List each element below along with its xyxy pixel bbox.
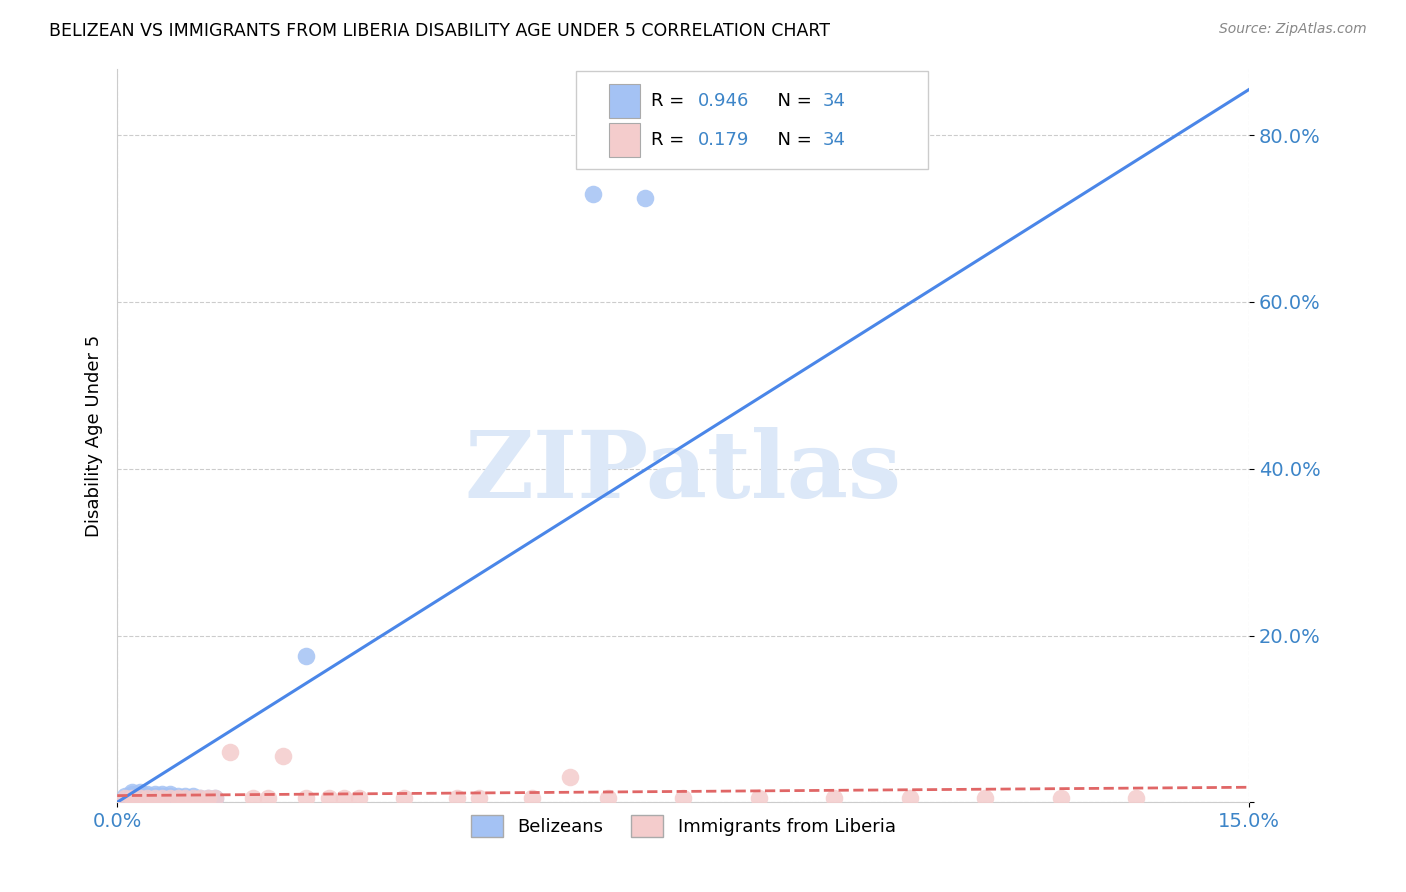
Point (143, 787, 166, 801)
Point (1125, 791, 1147, 805)
Point (166, 791, 188, 805)
Point (136, 791, 159, 805)
Point (672, 791, 695, 805)
Point (121, 791, 143, 805)
Point (152, 791, 174, 805)
Point (898, 791, 921, 805)
Point (446, 791, 468, 805)
Point (204, 791, 226, 805)
Point (271, 749, 294, 764)
Point (347, 791, 370, 805)
Point (128, 785, 150, 799)
Point (242, 791, 264, 805)
Point (522, 791, 544, 805)
Point (136, 787, 159, 801)
Point (121, 787, 143, 801)
Point (295, 649, 318, 664)
Point (166, 791, 188, 805)
Legend: Belizeans, Immigrants from Liberia: Belizeans, Immigrants from Liberia (464, 808, 903, 845)
Point (181, 789, 204, 803)
Point (174, 789, 197, 803)
Point (143, 791, 166, 805)
Point (582, 186, 605, 201)
Point (1049, 791, 1071, 805)
Point (181, 791, 204, 805)
Point (596, 791, 619, 805)
Text: ZIPatlas: ZIPatlas (464, 427, 901, 517)
Point (823, 791, 845, 805)
Point (159, 791, 181, 805)
Point (188, 791, 211, 805)
Text: BELIZEAN VS IMMIGRANTS FROM LIBERIA DISABILITY AGE UNDER 5 CORRELATION CHART: BELIZEAN VS IMMIGRANTS FROM LIBERIA DISA… (49, 22, 830, 40)
Point (159, 791, 181, 805)
Text: 0.946: 0.946 (697, 92, 749, 110)
Point (634, 191, 657, 205)
Point (204, 791, 226, 805)
Point (152, 787, 174, 801)
Point (468, 791, 491, 805)
Text: 34: 34 (823, 92, 845, 110)
Point (159, 789, 181, 803)
Point (392, 791, 415, 805)
Point (257, 791, 280, 805)
Y-axis label: Disability Age Under 5: Disability Age Under 5 (86, 334, 103, 536)
Point (748, 791, 770, 805)
Point (558, 770, 581, 784)
Point (219, 745, 242, 759)
Text: N =: N = (766, 131, 818, 149)
Point (197, 791, 219, 805)
Text: Source: ZipAtlas.com: Source: ZipAtlas.com (1219, 22, 1367, 37)
Point (174, 791, 197, 805)
Point (318, 791, 340, 805)
Point (174, 791, 197, 805)
Text: R =: R = (651, 92, 690, 110)
Point (197, 791, 219, 805)
Point (166, 789, 188, 803)
Text: 34: 34 (823, 131, 845, 149)
Point (181, 791, 204, 805)
Point (152, 791, 174, 805)
Point (128, 789, 150, 803)
Point (332, 791, 354, 805)
Point (974, 791, 997, 805)
Text: N =: N = (766, 92, 818, 110)
Point (114, 789, 136, 803)
Point (143, 791, 166, 805)
Point (295, 791, 318, 805)
Point (136, 791, 159, 805)
Point (128, 791, 150, 805)
Point (188, 791, 211, 805)
Text: 0.179: 0.179 (697, 131, 749, 149)
Point (159, 787, 181, 801)
Text: R =: R = (651, 131, 690, 149)
Point (143, 789, 166, 803)
Point (114, 791, 136, 805)
Point (152, 789, 174, 803)
Point (128, 791, 150, 805)
Point (128, 787, 150, 801)
Point (136, 789, 159, 803)
Point (121, 785, 143, 799)
